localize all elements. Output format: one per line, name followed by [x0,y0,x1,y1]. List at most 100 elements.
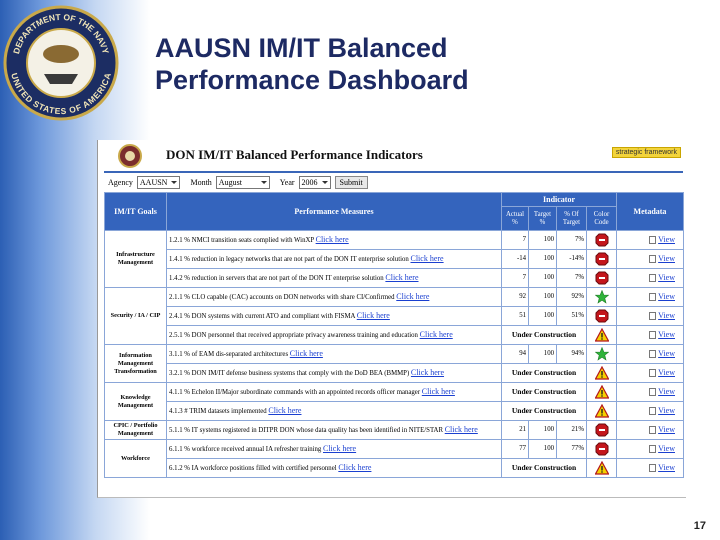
measure-link[interactable]: Click here [356,310,390,320]
view-link[interactable]: View [658,329,675,339]
measure-link[interactable]: Click here [268,405,302,415]
metadata-cell: View [616,287,684,307]
agency-select[interactable]: AAUSN [136,176,181,189]
goal-cell: Infrastructure Management [104,230,167,288]
header-indicator: Indicator [501,192,617,207]
measure-link[interactable]: Click here [396,291,430,301]
indicator-row: 2.5.1 % DON personnel that received appr… [105,325,684,345]
measure-link[interactable]: Click here [385,272,419,282]
measure-link[interactable]: Click here [410,253,444,263]
view-link[interactable]: View [658,405,675,415]
target-cell: 100 [528,287,557,307]
metadata-cell: View [616,458,684,478]
doc-shape [649,330,657,339]
measure-cell: 3.1.1 % of EAM dis-separated architectur… [166,344,502,364]
header-goals: IM/IT Goals [104,192,167,231]
metadata-cell: View [616,268,684,288]
target-cell: 100 [528,268,557,288]
metadata-cell: View [616,401,684,421]
metadata-cell: View [616,249,684,269]
view-link[interactable]: View [658,310,675,320]
header-measures: Performance Measures [166,192,502,231]
view-link[interactable]: View [658,291,675,301]
filter-form: Agency AAUSN Month August Year 2006 Subm… [108,176,368,189]
doc-shape [649,311,657,320]
measure-cell: 2.4.1 % DON systems with current ATO and… [166,306,502,326]
color-code-cell [586,420,617,440]
measure-text: 6.1.2 % IA workforce positions filled wi… [169,464,337,472]
green-star [594,347,609,361]
measure-link[interactable]: Click here [421,386,455,396]
year-label: Year [279,178,295,187]
status-icon [595,252,608,266]
metadata-cell: View [616,363,684,383]
submit-button[interactable]: Submit [334,176,368,189]
measure-link[interactable]: Click here [419,329,453,339]
color-code-cell [586,306,617,326]
measure-link[interactable]: Click here [410,367,445,377]
warning-dot [600,471,603,473]
view-link[interactable]: View [658,386,675,396]
month-select[interactable]: August [215,176,270,189]
navy-seal: DEPARTMENT OF THE NAVY UNITED STATES OF … [3,5,119,121]
measure-text: 4.1.1 % Echelon II/Major subordinate com… [169,388,421,396]
indicator-row: 6.1.2 % IA workforce positions filled wi… [105,458,684,478]
under-construction: Under Construction [501,458,587,478]
actual-cell: 7 [501,268,529,288]
doc-icon [649,235,657,244]
metadata-cell: View [616,382,684,402]
view-link[interactable]: View [658,234,675,244]
doc-shape [649,273,657,282]
measure-link[interactable]: Click here [289,348,323,358]
view-link[interactable]: View [658,253,675,263]
view-link[interactable]: View [658,348,675,358]
under-construction: Under Construction [501,325,587,345]
target-cell: 100 [528,230,557,250]
doc-shape [649,387,657,396]
measure-text: 3.1.1 % of EAM dis-separated architectur… [169,350,289,358]
slide-title: AAUSN IM/IT Balanced Performance Dashboa… [155,33,469,95]
indicator-row: CPIC / Portfolio Management 5.1.1 % IT sy… [104,420,684,440]
metadata-cell: View [616,439,684,459]
octagon-bar [598,277,605,279]
warning-mark [600,466,603,471]
view-link[interactable]: View [658,367,675,377]
percent-cell: 51% [556,306,587,326]
indicator-row: 1.4.1 % reduction in legacy networks tha… [105,249,684,269]
measure-link[interactable]: Click here [315,234,349,244]
warning-dot [600,395,603,397]
octagon-bar [598,429,605,431]
measure-link[interactable]: Click here [338,462,372,472]
view-link[interactable]: View [658,424,675,434]
actual-cell: 51 [501,306,529,326]
actual-cell: -14 [501,249,529,269]
status-icon [594,347,609,361]
view-link[interactable]: View [658,443,675,453]
doc-icon [649,273,657,282]
doc-shape [649,349,657,358]
status-icon [594,290,609,304]
view-link[interactable]: View [658,272,675,282]
framework-button[interactable]: strategic framework [611,147,681,158]
doc-icon [649,463,657,472]
measure-link[interactable]: Click here [444,424,478,434]
warning-dot [600,338,603,340]
target-cell: 100 [528,344,557,364]
seal-eagle [43,45,79,63]
percent-cell: -14% [556,249,587,269]
warning-mark [600,390,603,395]
status-icon [594,404,609,418]
actual-cell: 21 [501,420,529,440]
doc-icon [649,330,657,339]
status-icon [594,385,609,399]
color-code-cell [586,287,617,307]
measure-cell: 3.2.1 % DON IM/IT defense business syste… [166,363,502,383]
measure-link[interactable]: Click here [323,443,357,453]
year-select[interactable]: 2006 [298,176,331,189]
warning-mark [600,333,603,338]
view-link[interactable]: View [658,462,675,472]
actual-cell: 94 [501,344,529,364]
measure-cell: 1.4.1 % reduction in legacy networks tha… [166,249,502,269]
doc-shape [649,235,657,244]
goal-cell: Information Management Transformation [104,344,167,383]
